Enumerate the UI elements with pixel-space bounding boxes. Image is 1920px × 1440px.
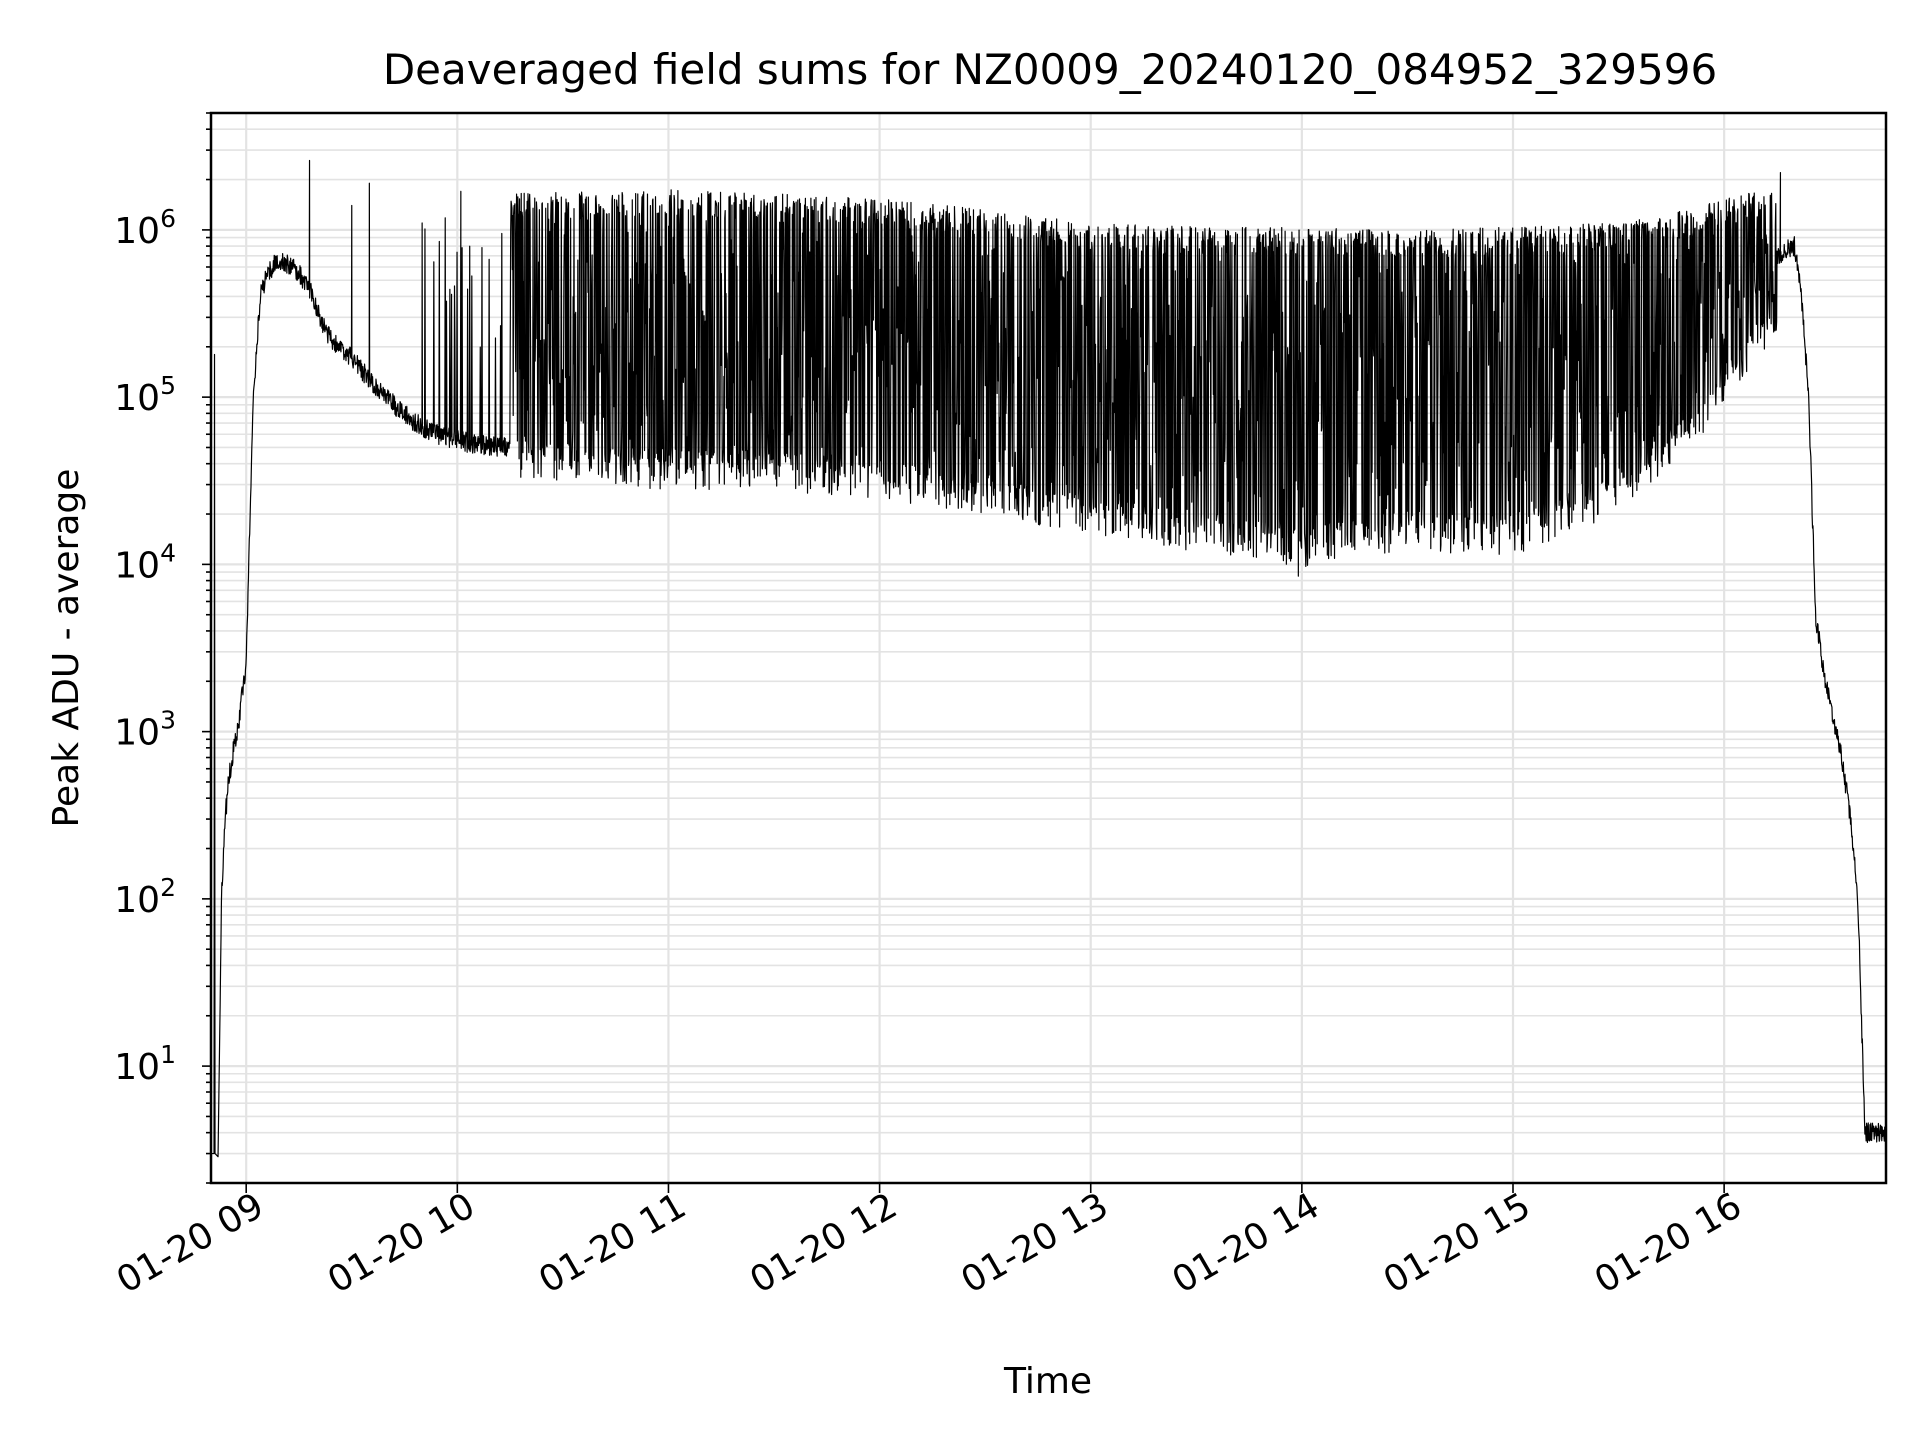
chart-title: Deaveraged field sums for NZ0009_2024012… (383, 45, 1717, 94)
x-tick-label: 01-20 12 (743, 1185, 904, 1301)
x-tick-label: 01-20 11 (532, 1185, 693, 1301)
x-tick-label: 01-20 16 (1588, 1185, 1749, 1301)
y-tick-label: 103 (114, 706, 176, 754)
y-tick-label: 106 (114, 204, 176, 252)
x-axis: 01-20 09 01-20 10 01-20 11 01-20 12 01-20 13… (110, 1183, 1749, 1302)
y-tick-label: 101 (114, 1040, 176, 1088)
y-tick-label: 104 (114, 538, 176, 586)
y-tick-label: 102 (114, 873, 176, 921)
x-tick-label: 01-20 15 (1377, 1185, 1538, 1301)
series-line (210, 159, 1887, 1158)
x-axis-label: Time (1003, 1361, 1092, 1402)
y-axis-label: Peak ADU - average (46, 469, 87, 828)
plot-frame (209, 111, 1888, 1185)
x-tick-label: 01-20 09 (110, 1185, 271, 1301)
x-tick-label: 01-20 14 (1166, 1185, 1327, 1301)
y-axis: 101 102 103 104 105 106 (114, 112, 211, 1184)
x-tick-label: 01-20 10 (321, 1185, 482, 1301)
x-tick-label: 01-20 13 (955, 1185, 1116, 1301)
y-tick-label: 105 (114, 371, 176, 419)
series-line-path (210, 159, 1887, 1158)
